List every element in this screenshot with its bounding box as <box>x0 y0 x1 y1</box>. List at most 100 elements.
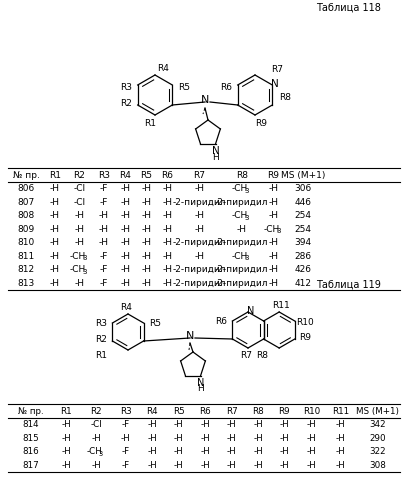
Text: 286: 286 <box>294 252 311 261</box>
Text: -2-пиридил: -2-пиридил <box>173 279 226 288</box>
Text: R11: R11 <box>272 300 290 309</box>
Text: 254: 254 <box>294 225 311 234</box>
Text: 3: 3 <box>82 255 87 261</box>
Text: -H: -H <box>142 198 151 207</box>
Text: R5: R5 <box>178 82 190 91</box>
Text: -CH: -CH <box>86 448 102 457</box>
Text: R4: R4 <box>146 407 158 416</box>
Text: 342: 342 <box>369 421 386 430</box>
Text: -F: -F <box>122 448 130 457</box>
Text: R3: R3 <box>98 171 110 180</box>
Text: -H: -H <box>253 421 263 430</box>
Text: R1: R1 <box>49 171 61 180</box>
Text: -2-пиридил: -2-пиридил <box>215 198 268 207</box>
Text: -H: -H <box>194 225 204 234</box>
Text: R2: R2 <box>120 98 132 107</box>
Text: 814: 814 <box>22 421 39 430</box>
Text: -H: -H <box>200 448 210 457</box>
Text: -H: -H <box>227 448 236 457</box>
Text: 308: 308 <box>369 461 386 470</box>
Text: R10: R10 <box>303 407 321 416</box>
Text: -H: -H <box>74 225 84 234</box>
Text: R2: R2 <box>95 335 107 344</box>
Text: R6: R6 <box>220 82 232 91</box>
Text: -H: -H <box>194 185 204 194</box>
Text: -H: -H <box>142 279 151 288</box>
Text: -H: -H <box>120 225 130 234</box>
Text: -H: -H <box>162 212 173 221</box>
Text: -H: -H <box>174 448 184 457</box>
Text: R11: R11 <box>332 407 349 416</box>
Text: -H: -H <box>253 448 263 457</box>
Text: R8: R8 <box>256 350 268 359</box>
Text: -H: -H <box>279 421 289 430</box>
Text: -H: -H <box>336 421 346 430</box>
Text: -H: -H <box>121 434 131 443</box>
Text: R5: R5 <box>173 407 184 416</box>
Text: 290: 290 <box>369 434 386 443</box>
Text: -H: -H <box>120 252 130 261</box>
Text: -H: -H <box>227 421 236 430</box>
Text: 3: 3 <box>277 228 281 234</box>
Text: -H: -H <box>174 461 184 470</box>
Text: -H: -H <box>253 461 263 470</box>
Text: -Cl: -Cl <box>90 421 102 430</box>
Text: -H: -H <box>91 461 101 470</box>
Text: R10: R10 <box>296 318 314 327</box>
Text: -H: -H <box>91 434 101 443</box>
Text: N: N <box>201 95 209 105</box>
Text: -H: -H <box>227 461 236 470</box>
Text: -H: -H <box>142 185 151 194</box>
Text: -H: -H <box>200 421 210 430</box>
Text: R8: R8 <box>279 92 291 101</box>
Text: R7: R7 <box>240 350 252 359</box>
Text: R3: R3 <box>120 82 132 91</box>
Text: -2-пиридил: -2-пиридил <box>215 279 268 288</box>
Text: -CH: -CH <box>231 252 248 261</box>
Text: -H: -H <box>200 434 210 443</box>
Text: -H: -H <box>162 185 173 194</box>
Text: -H: -H <box>174 421 184 430</box>
Text: 426: 426 <box>294 265 311 274</box>
Text: -H: -H <box>268 185 278 194</box>
Text: MS (M+1): MS (M+1) <box>281 171 325 180</box>
Text: -H: -H <box>279 461 289 470</box>
Text: -H: -H <box>162 198 173 207</box>
Text: N: N <box>197 378 204 388</box>
Text: R6: R6 <box>162 171 173 180</box>
Text: R9: R9 <box>255 118 267 128</box>
Text: -H: -H <box>162 252 173 261</box>
Text: R1: R1 <box>95 351 107 360</box>
Text: -H: -H <box>237 225 246 234</box>
Text: 817: 817 <box>22 461 39 470</box>
Text: -H: -H <box>120 279 130 288</box>
Text: -H: -H <box>147 448 157 457</box>
Text: -H: -H <box>50 198 60 207</box>
Text: -H: -H <box>307 448 317 457</box>
Text: R9: R9 <box>279 407 290 416</box>
Text: -H: -H <box>120 265 130 274</box>
Text: -H: -H <box>162 265 173 274</box>
Text: -H: -H <box>99 239 109 248</box>
Text: -F: -F <box>122 421 130 430</box>
Text: 815: 815 <box>22 434 39 443</box>
Text: MS (M+1): MS (M+1) <box>356 407 399 416</box>
Text: R9: R9 <box>299 333 311 342</box>
Text: 3: 3 <box>245 215 249 221</box>
Text: R4: R4 <box>157 63 169 72</box>
Text: -CH: -CH <box>69 265 85 274</box>
Text: -H: -H <box>147 421 157 430</box>
Text: -F: -F <box>100 185 108 194</box>
Text: R7: R7 <box>193 171 205 180</box>
Text: -H: -H <box>194 252 204 261</box>
Text: -H: -H <box>142 252 151 261</box>
Text: -H: -H <box>268 239 278 248</box>
Text: N: N <box>271 79 279 89</box>
Text: 322: 322 <box>369 448 386 457</box>
Text: 394: 394 <box>294 239 311 248</box>
Text: N: N <box>212 146 220 156</box>
Text: R5: R5 <box>140 171 152 180</box>
Text: 412: 412 <box>294 279 311 288</box>
Text: -H: -H <box>50 279 60 288</box>
Text: R8: R8 <box>252 407 264 416</box>
